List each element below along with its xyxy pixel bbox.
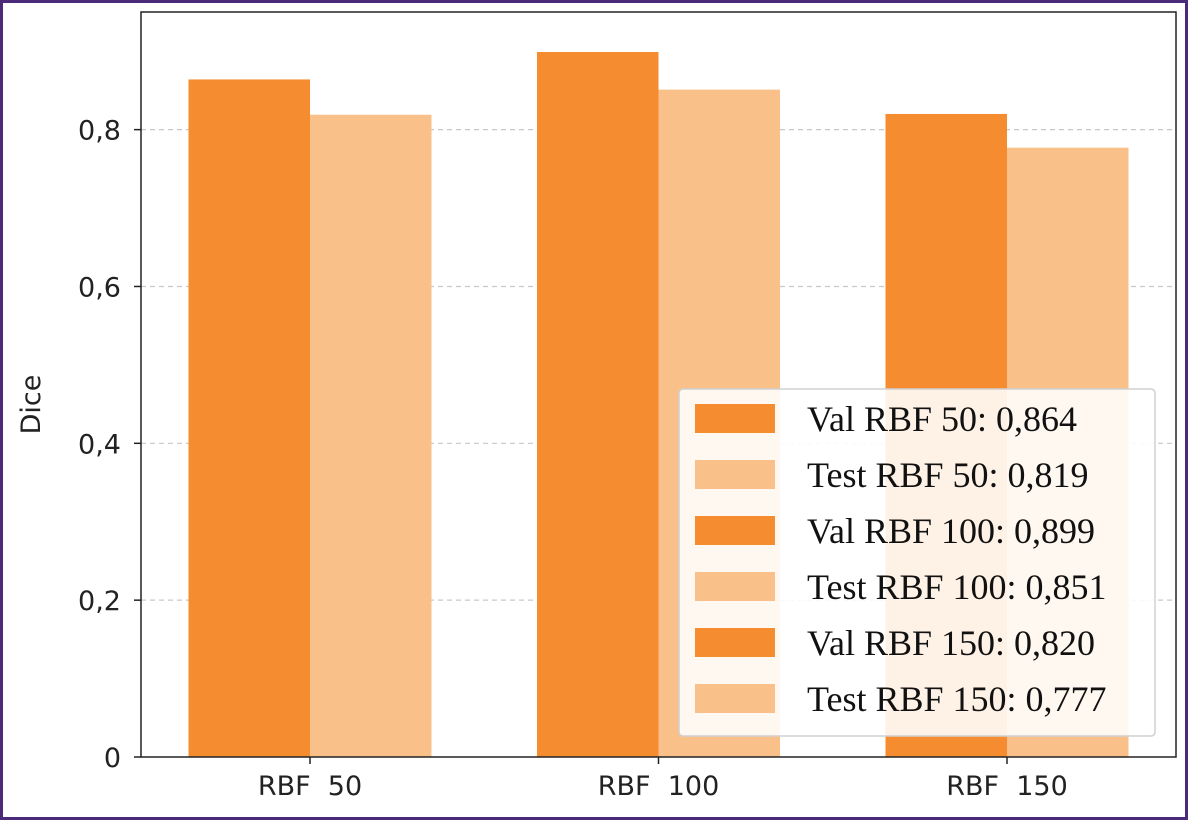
y-axis-title: Dice (16, 375, 47, 435)
y-axis-ticks: 0 0,2 0,4 0,6 0,8 (78, 116, 141, 774)
bar-val-2 (537, 51, 659, 757)
bar-test-1 (310, 114, 432, 758)
legend-label: Test RBF 50: 0,819 (807, 455, 1089, 495)
x-tick-label: RBF 50 (258, 771, 362, 802)
legend-label: Val RBF 50: 0,864 (807, 399, 1077, 439)
legend-label: Test RBF 100: 0,851 (807, 567, 1107, 607)
legend-label: Val RBF 100: 0,899 (807, 511, 1095, 551)
y-tick-label: 0,8 (78, 116, 121, 147)
legend-label: Val RBF 150: 0,820 (807, 623, 1095, 663)
legend-swatch (695, 572, 775, 601)
bar-val-1 (188, 79, 310, 757)
legend-swatch (695, 684, 775, 713)
y-tick-label: 0,4 (78, 429, 121, 460)
legend-swatch (695, 628, 775, 657)
legend: Val RBF 50: 0,864 Test RBF 50: 0,819 Val R… (678, 388, 1156, 737)
y-tick-label: 0,6 (78, 272, 121, 303)
legend-box (678, 388, 1156, 737)
legend-swatch (695, 404, 775, 433)
legend-swatch (695, 460, 775, 489)
legend-swatch (695, 516, 775, 545)
x-tick-label: RBF 100 (598, 771, 720, 802)
x-tick-label: RBF 150 (946, 771, 1068, 802)
y-tick-label: 0 (104, 743, 121, 774)
legend-label: Test RBF 150: 0,777 (807, 679, 1107, 719)
x-axis-ticks: RBF 50 RBF 100 RBF 150 (258, 757, 1068, 802)
y-tick-label: 0,2 (78, 586, 121, 617)
